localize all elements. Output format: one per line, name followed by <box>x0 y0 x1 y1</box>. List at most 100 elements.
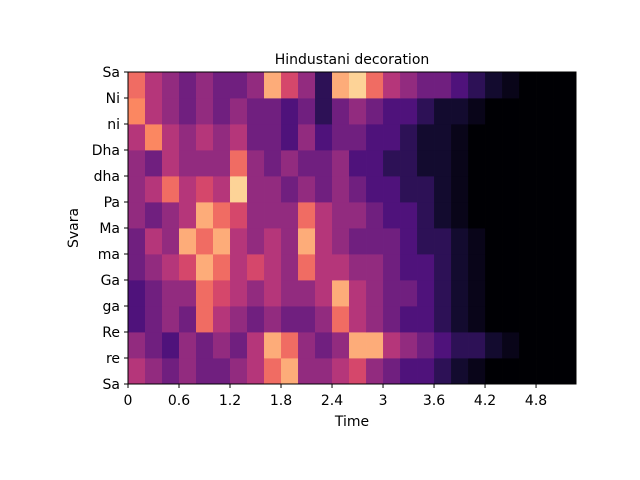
heatmap-cell <box>264 98 282 125</box>
heatmap-cell <box>128 176 146 203</box>
heatmap-cell <box>349 228 367 255</box>
heatmap-cell <box>213 306 231 333</box>
y-axis: Sa re Re ga Ga ma Ma Pa dha Dha ni Ni Sa <box>92 65 128 393</box>
heatmap-cell <box>145 98 163 125</box>
heatmap-cell <box>349 306 367 333</box>
heatmap-cell <box>247 332 265 359</box>
heatmap-cell <box>162 176 180 203</box>
heatmap-cell <box>434 124 452 151</box>
heatmap-cell <box>298 124 316 151</box>
heatmap-cell <box>145 72 163 99</box>
heatmap-cell <box>315 332 333 359</box>
heatmap-cell <box>536 150 554 177</box>
heatmap-cell <box>417 98 435 125</box>
heatmap-cell <box>281 150 299 177</box>
heatmap-cell <box>502 332 520 359</box>
y-tick-label: Sa <box>103 377 120 393</box>
heatmap-cell <box>553 98 577 125</box>
heatmap-cell <box>179 176 197 203</box>
heatmap-cell <box>468 124 486 151</box>
heatmap-cell <box>519 254 537 281</box>
heatmap-cell <box>434 358 452 385</box>
x-tick-label: 3 <box>379 393 388 409</box>
heatmap-cell <box>332 332 350 359</box>
heatmap-cell <box>434 202 452 229</box>
heatmap-cell <box>213 280 231 307</box>
heatmap-cell <box>400 306 418 333</box>
heatmap-cell <box>247 72 265 99</box>
heatmap-cell <box>417 202 435 229</box>
heatmap-cell <box>264 72 282 99</box>
heatmap-cell <box>417 254 435 281</box>
heatmap-cell <box>400 124 418 151</box>
heatmap-cell <box>264 150 282 177</box>
heatmap-cell <box>383 150 401 177</box>
heatmap-cell <box>162 124 180 151</box>
heatmap-cell <box>281 124 299 151</box>
heatmap-cell <box>417 124 435 151</box>
heatmap-cell <box>247 306 265 333</box>
heatmap-cell <box>162 202 180 229</box>
heatmap-cell <box>400 280 418 307</box>
heatmap-cell <box>179 306 197 333</box>
heatmap-cell <box>298 98 316 125</box>
heatmap-cell <box>349 280 367 307</box>
heatmap-cell <box>519 306 537 333</box>
heatmap-cell <box>281 98 299 125</box>
heatmap-cell <box>400 98 418 125</box>
heatmap-cell <box>553 332 577 359</box>
heatmap-cell <box>383 280 401 307</box>
heatmap-cell <box>264 332 282 359</box>
heatmap-cell <box>502 254 520 281</box>
heatmap-cell <box>196 332 214 359</box>
heatmap-cell <box>281 306 299 333</box>
heatmap-cell <box>281 176 299 203</box>
heatmap-cell <box>196 72 214 99</box>
heatmap-cell <box>264 228 282 255</box>
heatmap-cell <box>519 358 537 385</box>
heatmap-cell <box>230 306 248 333</box>
heatmap-cell <box>366 124 384 151</box>
heatmap-cell <box>315 306 333 333</box>
heatmap-cell <box>213 124 231 151</box>
heatmap-cell <box>128 150 146 177</box>
heatmap-cell <box>213 254 231 281</box>
heatmap-cell <box>281 228 299 255</box>
x-tick-label: 0 <box>124 393 133 409</box>
heatmap-cell <box>298 176 316 203</box>
heatmap-cell <box>366 358 384 385</box>
y-tick-label: re <box>106 351 120 367</box>
heatmap-cell <box>349 72 367 99</box>
heatmap-cell <box>128 332 146 359</box>
heatmap-cell <box>383 254 401 281</box>
heatmap-cell <box>230 358 248 385</box>
heatmap-cell <box>162 150 180 177</box>
heatmap-cell <box>366 228 384 255</box>
heatmap-cell <box>145 124 163 151</box>
heatmap-cell <box>298 280 316 307</box>
y-tick-label: ni <box>107 117 120 133</box>
heatmap-cell <box>230 98 248 125</box>
heatmap-cell <box>145 358 163 385</box>
heatmap-cell <box>128 358 146 385</box>
heatmap-cell <box>179 202 197 229</box>
heatmap-cell <box>468 98 486 125</box>
heatmap-cell <box>247 228 265 255</box>
heatmap-cell <box>196 176 214 203</box>
heatmap-cell <box>315 280 333 307</box>
heatmap-cell <box>434 280 452 307</box>
heatmap-cell <box>434 72 452 99</box>
heatmap-cell <box>179 150 197 177</box>
heatmap-cell <box>315 124 333 151</box>
heatmap-cell <box>485 98 503 125</box>
heatmap-cell <box>502 124 520 151</box>
heatmap-cell <box>434 332 452 359</box>
heatmap-cell <box>145 228 163 255</box>
heatmap-cell <box>383 228 401 255</box>
heatmap-cell <box>553 254 577 281</box>
heatmap-cell <box>298 202 316 229</box>
heatmap-cell <box>502 150 520 177</box>
heatmap-cell <box>400 72 418 99</box>
heatmap-cell <box>451 72 469 99</box>
heatmap-cell <box>434 228 452 255</box>
